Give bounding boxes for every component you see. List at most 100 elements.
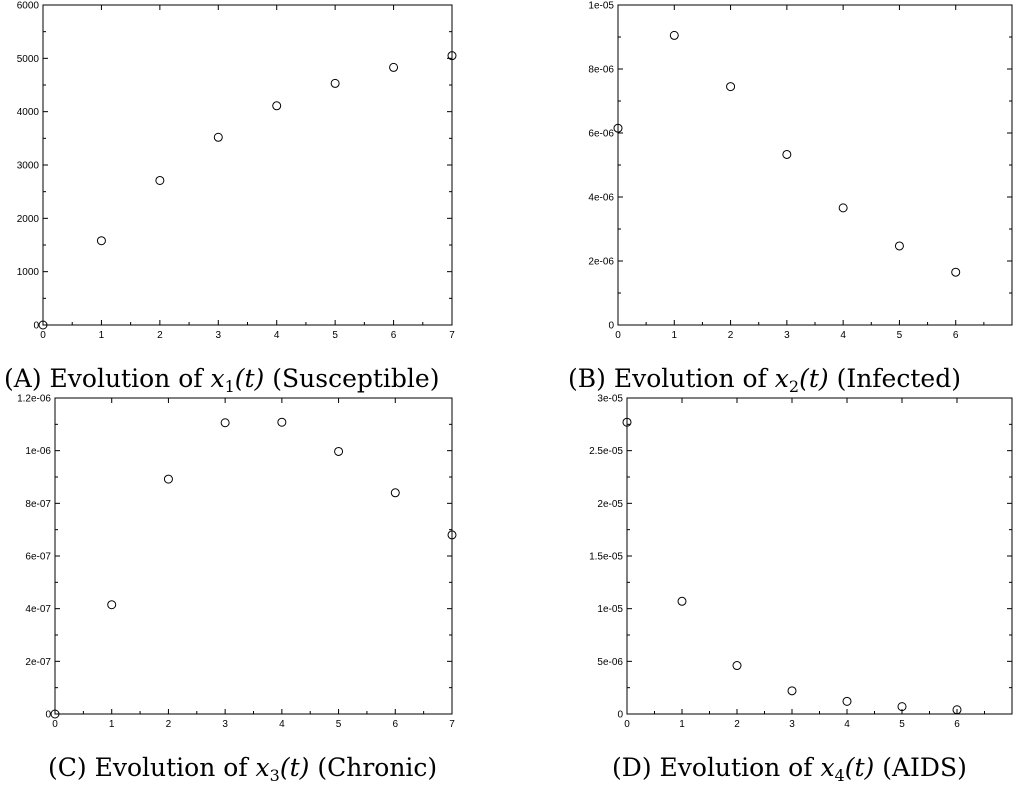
chart-d-point	[897, 702, 907, 712]
chart-d-x-tick-label: 1	[679, 719, 685, 730]
chart-d-x-tick-label: 5	[899, 719, 905, 730]
chart-c-svg: 0 1 2 3 4 5 6 7 0 2e-07 4e-07 6e-07 8e-07 1e-06 1.2e-0…	[17, 394, 457, 730]
chart-b-caption: (B) Evolution of x2(t) (Infected)	[568, 364, 961, 396]
chart-d-point	[677, 596, 687, 606]
chart-c-x-tick-label: 5	[336, 719, 342, 730]
chart-b-point	[613, 123, 623, 133]
chart-a-point	[38, 320, 48, 330]
chart-a-svg: 0 1 2 3 4 5 6 7 0 1000 2000 3000 4000 5000 6000	[17, 1, 457, 341]
chart-d-x-tick-label: 2	[734, 719, 740, 730]
chart-panel-c: 0 1 2 3 4 5 6 7 0 2e-07 4e-07 6e-07 8e-07 1e-06 1.2e-0…	[0, 0, 500, 786]
chart-a-point	[272, 101, 282, 111]
chart-c-caption: (C) Evolution of x3(t) (Chronic)	[48, 753, 438, 785]
chart-a-x-tick-label: 2	[157, 330, 163, 341]
chart-d-point	[622, 417, 632, 427]
chart-c-x-tick-label: 1	[109, 719, 115, 730]
chart-c-x-tick-label: 2	[166, 719, 172, 730]
chart-a-x-tick-label: 7	[449, 330, 455, 341]
chart-d-y-tick-label: 0	[617, 710, 623, 721]
chart-c-point	[390, 488, 400, 498]
chart-d-point	[732, 661, 742, 671]
chart-c-y-tick-label: 1.2e-06	[17, 394, 51, 405]
chart-a-y-tick-label: 3000	[17, 161, 40, 172]
chart-d-x-tick-label: 3	[789, 719, 795, 730]
chart-b-point	[838, 203, 848, 213]
chart-b-x-tick-label: 5	[897, 330, 903, 341]
chart-a-y-tick-label: 5000	[17, 54, 40, 65]
chart-b-point	[894, 241, 904, 251]
chart-b-y-tick-label: 4e-06	[588, 193, 614, 204]
chart-d-y-tick-label: 2e-05	[597, 499, 623, 510]
chart-d-y-tick-label: 5e-06	[597, 657, 623, 668]
chart-d-point	[842, 696, 852, 706]
chart-b-x-tick-label: 6	[953, 330, 959, 341]
chart-d-x-tick-label: 4	[844, 719, 850, 730]
chart-c-x-tick-label: 3	[222, 719, 228, 730]
chart-b-point	[782, 149, 792, 159]
chart-b-y-tick-label: 6e-06	[588, 129, 614, 140]
chart-c-point	[50, 709, 60, 719]
chart-b-y-tick-label: 0	[608, 321, 614, 332]
chart-c-x-tick-label: 6	[393, 719, 399, 730]
chart-a-x-tick-label: 3	[216, 330, 222, 341]
chart-d-point	[952, 705, 962, 715]
chart-b-y-tick-label: 8e-06	[588, 65, 614, 76]
chart-c-x-tick-label: 7	[449, 719, 455, 730]
chart-panel-a: 0 1 2 3 4 5 6 7 0 1000 2000 3000 4000 5000 6000 (A) Ev…	[0, 0, 500, 395]
chart-c-y-tick-label: 4e-07	[25, 604, 51, 615]
chart-c-point	[277, 417, 287, 427]
chart-a-y-tick-label: 6000	[17, 1, 40, 12]
chart-b-x-tick-label: 2	[728, 330, 734, 341]
chart-d-y-tick-label: 1e-05	[597, 604, 623, 615]
chart-c-y-tick-label: 8e-07	[25, 499, 51, 510]
chart-a-x-tick-label: 5	[332, 330, 338, 341]
chart-d-point	[787, 686, 797, 696]
chart-a-point	[155, 175, 165, 185]
chart-a-caption: (A) Evolution of x1(t) (Susceptible)	[4, 364, 440, 396]
chart-b-point	[951, 267, 961, 277]
chart-a-point	[447, 51, 457, 61]
chart-b-x-tick-label: 0	[615, 330, 621, 341]
chart-panel-b: 0 1 2 3 4 5 6 0 2e-06 4e-06 6e-06 8e-06 1e-05 (B) Ev…	[568, 1, 1013, 396]
chart-b-point	[669, 30, 679, 40]
chart-a-x-tick-label: 1	[99, 330, 105, 341]
chart-a-x-tick-label: 6	[391, 330, 397, 341]
chart-a-point	[96, 236, 106, 246]
chart-b-x-tick-label: 1	[672, 330, 678, 341]
chart-c-y-tick-label: 0	[45, 710, 51, 721]
chart-c-x-tick-label: 4	[279, 719, 285, 730]
chart-a-x-tick-label: 4	[274, 330, 280, 341]
chart-b-y-tick-label: 1e-05	[588, 1, 614, 12]
chart-a-y-tick-label: 4000	[17, 107, 40, 118]
chart-d-y-tick-label: 2.5e-05	[589, 446, 623, 457]
chart-a-point	[213, 132, 223, 142]
chart-b-x-tick-label: 4	[840, 330, 846, 341]
chart-c-y-tick-label: 2e-07	[25, 657, 51, 668]
chart-b-y-tick-label: 2e-06	[588, 257, 614, 268]
chart-d-x-tick-label: 6	[954, 719, 960, 730]
chart-b-svg: 0 1 2 3 4 5 6 0 2e-06 4e-06 6e-06 8e-06 1e-05	[588, 1, 1013, 341]
chart-c-y-tick-label: 6e-07	[25, 552, 51, 563]
chart-a-y-tick-label: 2000	[17, 214, 40, 225]
chart-c-point	[107, 600, 117, 610]
chart-d-y-tick-label: 3e-05	[597, 394, 623, 405]
chart-a-y-tick-label: 1000	[17, 267, 40, 278]
chart-c-point	[334, 446, 344, 456]
chart-b-point	[726, 82, 736, 92]
chart-a-x-tick-label: 0	[40, 330, 46, 341]
chart-a-point	[330, 78, 340, 88]
chart-c-point	[220, 418, 230, 428]
chart-c-point	[447, 530, 457, 540]
chart-c-x-tick-label: 0	[52, 719, 58, 730]
chart-a-y-tick-label: 0	[33, 321, 39, 332]
chart-d-x-tick-label: 0	[624, 719, 630, 730]
chart-d-frame	[626, 397, 1013, 715]
chart-a-point	[389, 62, 399, 72]
chart-b-x-tick-label: 3	[784, 330, 790, 341]
chart-c-y-tick-label: 1e-06	[25, 446, 51, 457]
chart-d-y-tick-label: 1.5e-05	[589, 552, 623, 563]
chart-d-caption: (D) Evolution of x4(t) (AIDS)	[612, 753, 967, 785]
chart-c-point	[163, 474, 173, 484]
